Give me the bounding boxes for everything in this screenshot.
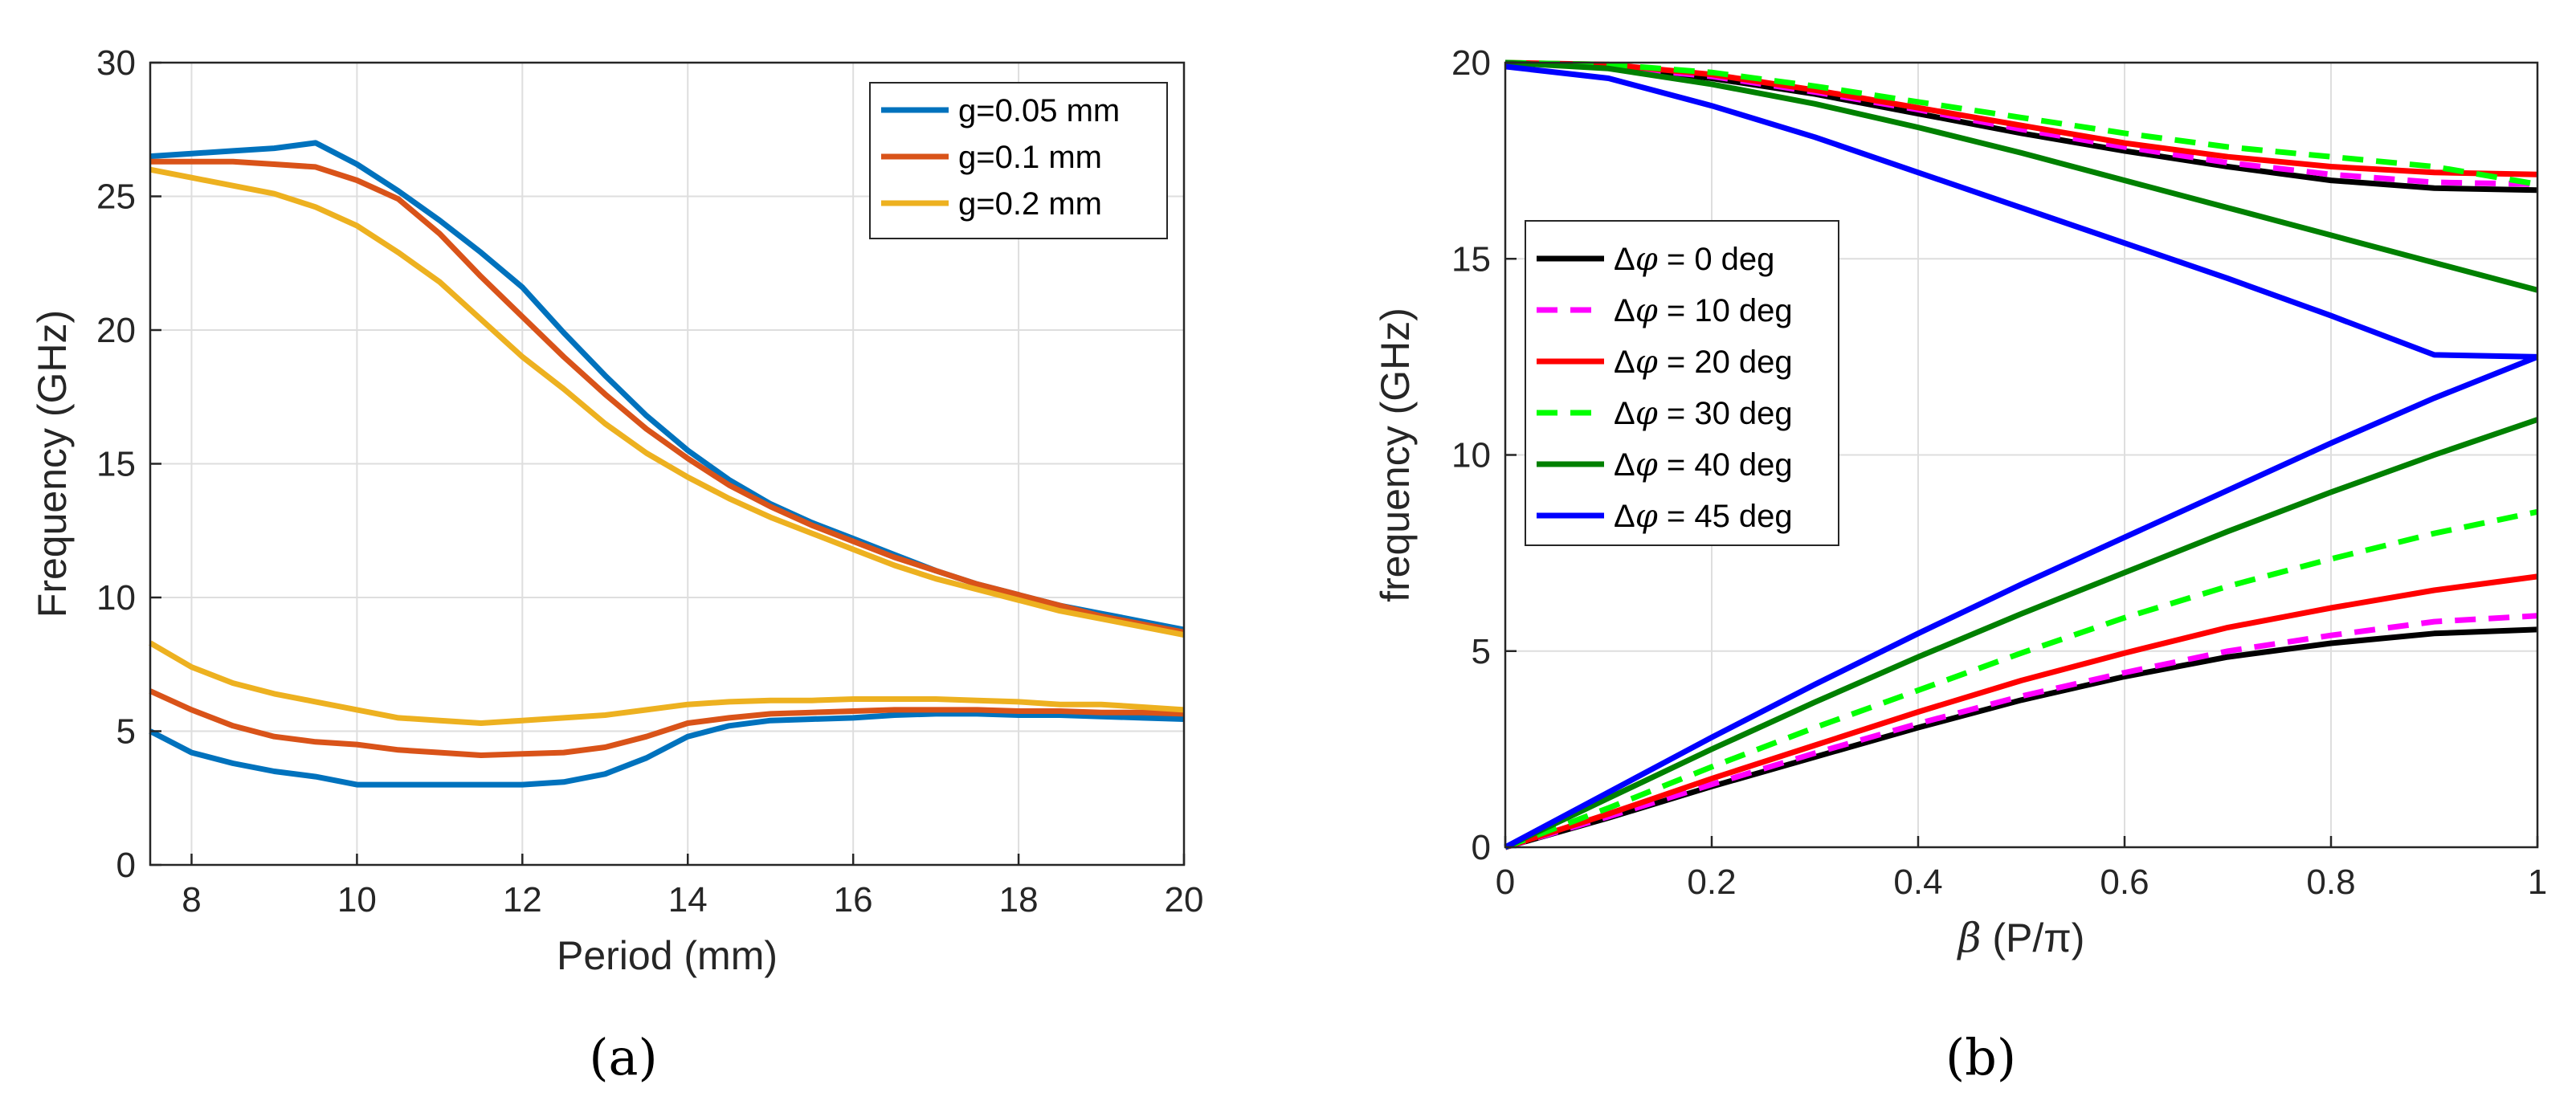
series-line-40-deg-lower [1504,417,2539,850]
y-tick-label: 25 [96,177,136,217]
x-tick-label: 0.2 [1687,862,1736,902]
series-line-g-0-2-mm-lower [149,640,1185,726]
y-tick-label: 0 [116,846,136,885]
series-line-40-deg-upper [1504,59,2538,293]
series-line-g-0-1-mm-upper [150,158,1185,635]
y-tick-label: 20 [1451,43,1491,83]
legend-label-10-deg: Δφ = 10 deg [1614,292,1793,329]
x-tick-label: 0 [1496,862,1515,902]
x-tick-label: 0.6 [2100,862,2149,902]
series-line-g-0-1-mm-lower [149,688,1185,758]
x-axis-label: Period (mm) [557,933,778,978]
y-tick-label: 15 [1451,239,1491,279]
y-tick-label: 5 [1472,632,1491,671]
panel-label-b: (b) [1945,1028,2016,1087]
series-line-30-deg-upper [1504,59,2538,187]
legend-label-30-deg: Δφ = 30 deg [1614,395,1793,432]
series-line-g-0-05-mm-lower [149,711,1185,788]
x-tick-label: 20 [1165,880,1204,920]
legend: g=0.05 mm g=0.1 mm g=0.2 mm [869,82,1168,239]
x-axis-label: β (P/π) [1957,915,2085,961]
x-tick-label: 14 [668,880,708,920]
y-tick-label: 5 [116,712,136,752]
y-axis-label: frequency (GHz) [1373,308,1418,602]
x-tick-label: 10 [337,880,377,920]
y-axis-label: Frequency (GHz) [30,310,75,618]
legend-label-g-0-1-mm: g=0.1 mm [958,140,1102,175]
series-line-10-deg-lower [1504,613,2538,850]
legend-label-0-deg: Δφ = 0 deg [1614,241,1774,278]
y-tick-label: 10 [1451,436,1491,475]
legend-label-g-0-2-mm: g=0.2 mm [958,186,1102,222]
y-tick-label: 30 [96,43,136,83]
y-tick-label: 0 [1472,828,1491,867]
series-line-45-deg-upper [1504,63,2538,360]
legend-box [1525,220,1839,546]
legend-label-40-deg: Δφ = 40 deg [1614,447,1793,483]
legend-box [869,82,1168,239]
x-tick-label: 0.8 [2306,862,2355,902]
y-tick-label: 15 [96,445,136,484]
legend: Δφ = 0 deg Δφ = 10 deg Δφ = 20 deg Δφ = 30 … [1525,220,1839,546]
legend-label-45-deg: Δφ = 45 deg [1614,498,1793,535]
series-line-45-deg-lower [1504,354,2539,850]
y-tick-label: 10 [96,578,136,618]
series-line-20-deg-lower [1504,573,2538,850]
legend-label-g-0-05-mm: g=0.05 mm [958,93,1120,128]
series-line-30-deg-lower [1504,508,2538,850]
series-line-g-0-2-mm-upper [149,166,1185,638]
x-tick-label: 16 [834,880,873,920]
x-tick-label: 8 [182,880,201,920]
x-tick-label: 1 [2528,862,2547,902]
chart-panel-a: 8 10 12 14 16 18 20 0 5 10 15 20 25 30 Period (mm) Freq… [30,43,1203,978]
panel-label-a: (a) [589,1028,657,1087]
y-tick-label: 20 [96,311,136,350]
x-tick-label: 18 [999,880,1039,920]
x-tick-label: 0.4 [1893,862,1942,902]
legend-label-20-deg: Δφ = 20 deg [1614,344,1793,381]
x-tick-label: 12 [503,880,542,920]
